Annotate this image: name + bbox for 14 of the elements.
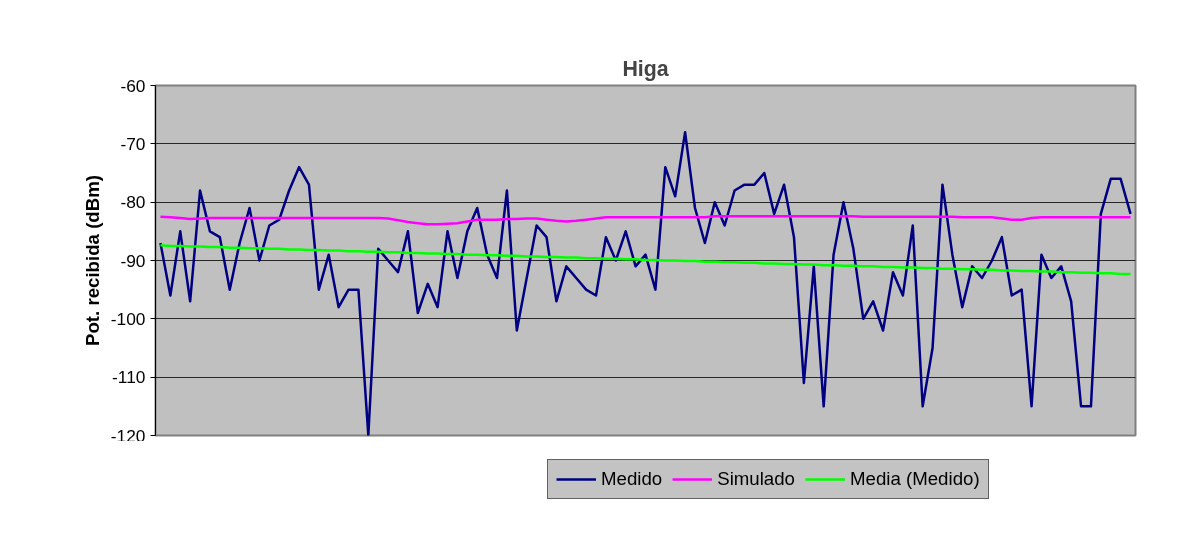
y-tick-label: -90 xyxy=(120,250,146,271)
y-tick-label: -60 xyxy=(120,75,146,96)
line-series xyxy=(159,214,1132,226)
y-tick-label: -110 xyxy=(112,367,146,388)
y-tick-label: -70 xyxy=(120,133,146,154)
y-axis-title: Pot. recibida (dBm) xyxy=(81,174,103,347)
legend-label: Medido xyxy=(601,468,663,490)
chart-title: Higa xyxy=(622,56,669,81)
legend-label: Simulado xyxy=(717,468,795,490)
line-series xyxy=(159,244,1132,276)
y-tick-label: -120 xyxy=(110,425,146,446)
legend-label: Media (Medido) xyxy=(849,468,980,490)
y-tick-label: -100 xyxy=(110,308,146,329)
y-tick-label: -80 xyxy=(120,192,146,213)
